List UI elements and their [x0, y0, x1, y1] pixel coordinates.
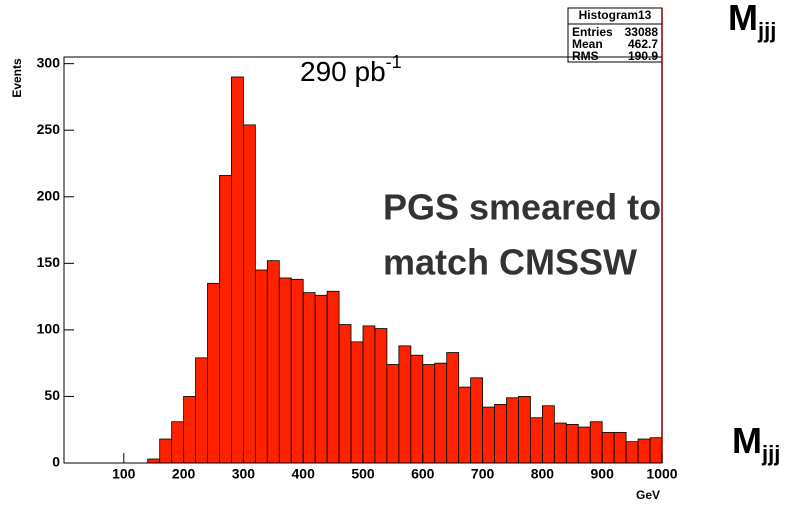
bar	[195, 357, 208, 464]
bar	[242, 124, 256, 464]
bar	[553, 422, 567, 464]
bar	[470, 377, 484, 464]
stat-name: Entries	[572, 25, 613, 39]
bar	[231, 76, 244, 464]
bar	[219, 175, 232, 464]
y-tick-label: 200	[37, 187, 61, 203]
mass-text: M	[732, 420, 762, 461]
x-tick-label: 800	[531, 466, 555, 482]
x-tick-label: 900	[591, 466, 615, 482]
bar	[422, 364, 436, 464]
bar	[613, 431, 627, 464]
bar	[159, 438, 173, 464]
y-tick-label: 0	[52, 454, 60, 470]
bar	[374, 328, 388, 464]
bar	[542, 405, 555, 464]
bar	[290, 278, 304, 464]
bar	[446, 352, 460, 464]
bar	[649, 437, 663, 464]
bar	[362, 325, 376, 464]
stat-value: 33088	[625, 25, 659, 39]
mass-label: Mjjj	[728, 0, 776, 43]
bar	[434, 362, 448, 464]
x-tick-label: 1000	[646, 466, 677, 482]
bar	[637, 438, 651, 464]
stat-name: Mean	[572, 37, 603, 51]
mass-label: Mjjj	[732, 420, 780, 466]
y-tick-label: 300	[37, 54, 61, 70]
mass-text: M	[728, 0, 758, 38]
bar	[314, 294, 328, 464]
bar	[278, 277, 292, 464]
bar	[207, 282, 220, 464]
stats-title: Histogram13	[579, 8, 652, 22]
bar	[350, 341, 364, 464]
x-tick-label: 500	[351, 466, 375, 482]
luminosity: 290 pb-1	[300, 52, 402, 88]
luminosity-text: 290 pb	[300, 56, 386, 87]
bar	[625, 441, 639, 464]
bar	[518, 396, 531, 464]
x-tick-label: 200	[172, 466, 196, 482]
y-axis-label: Events	[10, 58, 24, 98]
luminosity-sup: -1	[386, 52, 402, 72]
stat-value: 190.9	[628, 49, 658, 63]
stat-value: 462.7	[628, 37, 658, 51]
mass-sub: jjj	[761, 441, 780, 466]
x-tick-label: 100	[112, 466, 136, 482]
mass-sub: jjj	[757, 18, 776, 43]
bar	[171, 421, 184, 464]
bar	[326, 290, 340, 464]
bar	[302, 292, 316, 464]
stat-name: RMS	[572, 49, 599, 63]
y-tick-label: 250	[37, 121, 61, 137]
bar	[589, 421, 603, 464]
bar	[254, 269, 268, 464]
bar	[601, 431, 615, 464]
bar	[183, 396, 196, 464]
bar	[530, 417, 543, 464]
bar	[147, 458, 161, 464]
stats-box: Histogram13	[567, 7, 663, 63]
bar	[398, 345, 412, 464]
y-tick-label: 50	[44, 387, 60, 403]
bar	[494, 404, 507, 464]
plot-area	[147, 76, 663, 464]
bar	[506, 397, 519, 464]
x-tick-label: 700	[471, 466, 495, 482]
overlay-line: match CMSSW	[383, 242, 637, 283]
y-tick-label: 150	[37, 254, 61, 270]
x-tick-label: 300	[232, 466, 256, 482]
bar	[410, 354, 424, 464]
bar	[458, 386, 472, 464]
x-axis-label: GeV	[636, 488, 660, 502]
bar	[482, 406, 495, 464]
x-tick-label: 400	[292, 466, 316, 482]
bar	[266, 260, 280, 464]
x-tick-label: 600	[411, 466, 435, 482]
bar	[338, 324, 352, 464]
bar	[565, 423, 579, 464]
y-tick-label: 100	[37, 321, 61, 337]
bar	[386, 364, 400, 464]
bar	[577, 426, 591, 464]
overlay-line: PGS smeared to	[383, 187, 661, 228]
